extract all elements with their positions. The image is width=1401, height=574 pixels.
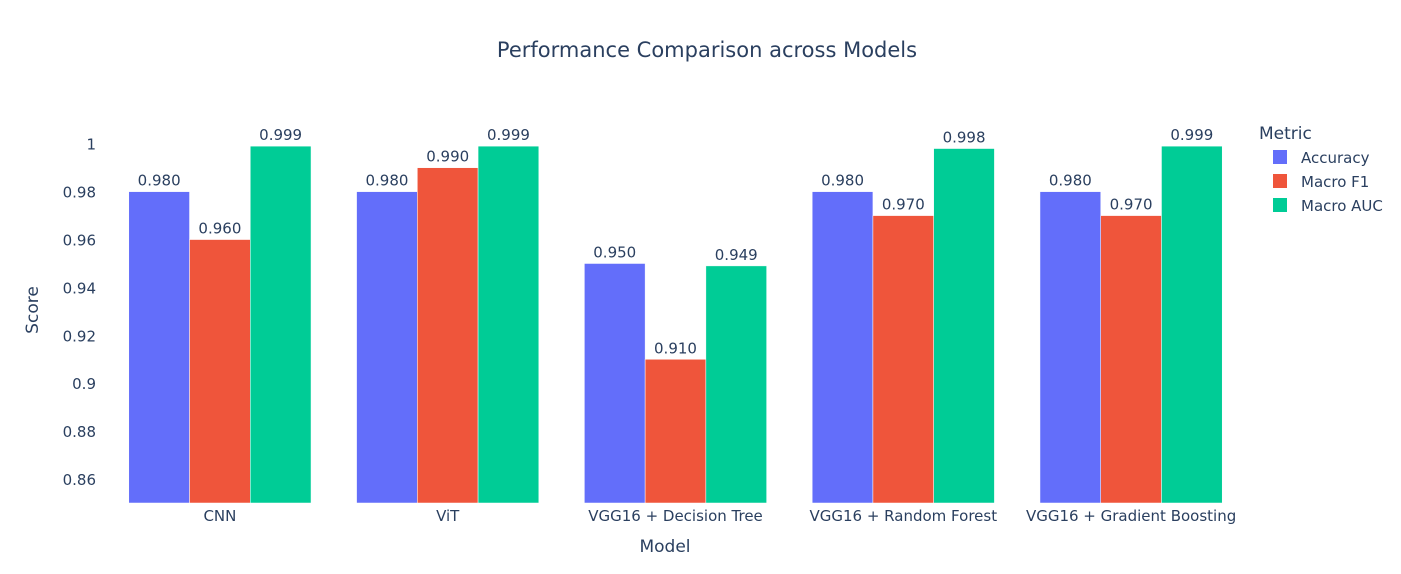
x-tick-label: VGG16 + Decision Tree xyxy=(588,507,763,525)
bar xyxy=(1100,215,1162,504)
bar xyxy=(477,145,540,504)
y-axis-label: Score xyxy=(23,286,43,334)
bars-group xyxy=(128,145,1223,504)
x-tick-label: CNN xyxy=(203,507,236,525)
legend-swatch xyxy=(1273,150,1287,164)
bar xyxy=(872,215,934,504)
y-tick-label: 0.92 xyxy=(63,327,96,345)
bar xyxy=(584,263,646,504)
bar-value-label: 0.999 xyxy=(487,126,530,144)
bar-value-label: 0.980 xyxy=(138,172,181,190)
bar-value-label: 0.970 xyxy=(1110,196,1153,214)
bar-value-label: 0.999 xyxy=(259,126,302,144)
legend-swatch xyxy=(1273,198,1287,212)
x-tick-label: ViT xyxy=(436,507,460,525)
bar xyxy=(1161,145,1223,504)
bar-value-label: 0.998 xyxy=(943,129,986,147)
legend-item[interactable]: Macro AUC xyxy=(1273,197,1383,215)
legend-swatch xyxy=(1273,174,1287,188)
bar xyxy=(811,191,874,504)
bar-value-label: 0.910 xyxy=(654,339,697,357)
legend: Metric Accuracy Macro F1 Macro AUC xyxy=(1259,124,1383,215)
bar xyxy=(933,148,995,504)
bar-value-label: 0.950 xyxy=(593,243,636,261)
x-tick-label: VGG16 + Random Forest xyxy=(809,507,997,525)
bar-value-label: 0.980 xyxy=(821,172,864,190)
y-tick-label: 0.96 xyxy=(63,232,96,250)
legend-item[interactable]: Accuracy xyxy=(1273,149,1370,167)
legend-title: Metric xyxy=(1259,124,1312,144)
legend-label: Accuracy xyxy=(1301,149,1370,167)
y-tick-label: 0.9 xyxy=(72,375,96,393)
bar-value-label: 0.960 xyxy=(198,220,241,238)
legend-label: Macro F1 xyxy=(1301,173,1369,191)
legend-label: Macro AUC xyxy=(1301,197,1383,215)
chart-title: Performance Comparison across Models xyxy=(497,38,917,62)
y-tick-label: 0.86 xyxy=(63,471,96,489)
bar-value-label: 0.980 xyxy=(365,172,408,190)
bar-value-label: 0.990 xyxy=(426,148,469,166)
y-tick-label: 0.88 xyxy=(63,423,96,441)
bar xyxy=(356,191,418,504)
bar xyxy=(417,167,479,504)
x-axis: CNN ViT VGG16 + Decision Tree VGG16 + Rando… xyxy=(203,507,1236,525)
y-axis: 0.86 0.88 0.9 0.92 0.94 0.96 0.98 1 xyxy=(63,136,96,489)
y-tick-label: 0.94 xyxy=(63,279,96,297)
bar xyxy=(250,145,312,504)
x-axis-label: Model xyxy=(639,537,690,557)
bar-value-label: 0.999 xyxy=(1170,126,1213,144)
bar-value-label: 0.970 xyxy=(882,196,925,214)
bar xyxy=(705,265,767,504)
bar xyxy=(128,191,190,504)
y-tick-label: 0.98 xyxy=(63,184,96,202)
bar xyxy=(189,239,251,504)
legend-item[interactable]: Macro F1 xyxy=(1273,173,1369,191)
y-tick-label: 1 xyxy=(86,136,96,154)
bar xyxy=(644,359,707,504)
bar-value-label: 0.949 xyxy=(715,246,758,264)
bar-value-label: 0.980 xyxy=(1049,172,1092,190)
bar xyxy=(1039,191,1101,504)
x-tick-label: VGG16 + Gradient Boosting xyxy=(1026,507,1236,525)
bar-labels-group: 0.980 0.960 0.999 0.980 0.990 0.999 0.950 0.910… xyxy=(138,126,1214,357)
